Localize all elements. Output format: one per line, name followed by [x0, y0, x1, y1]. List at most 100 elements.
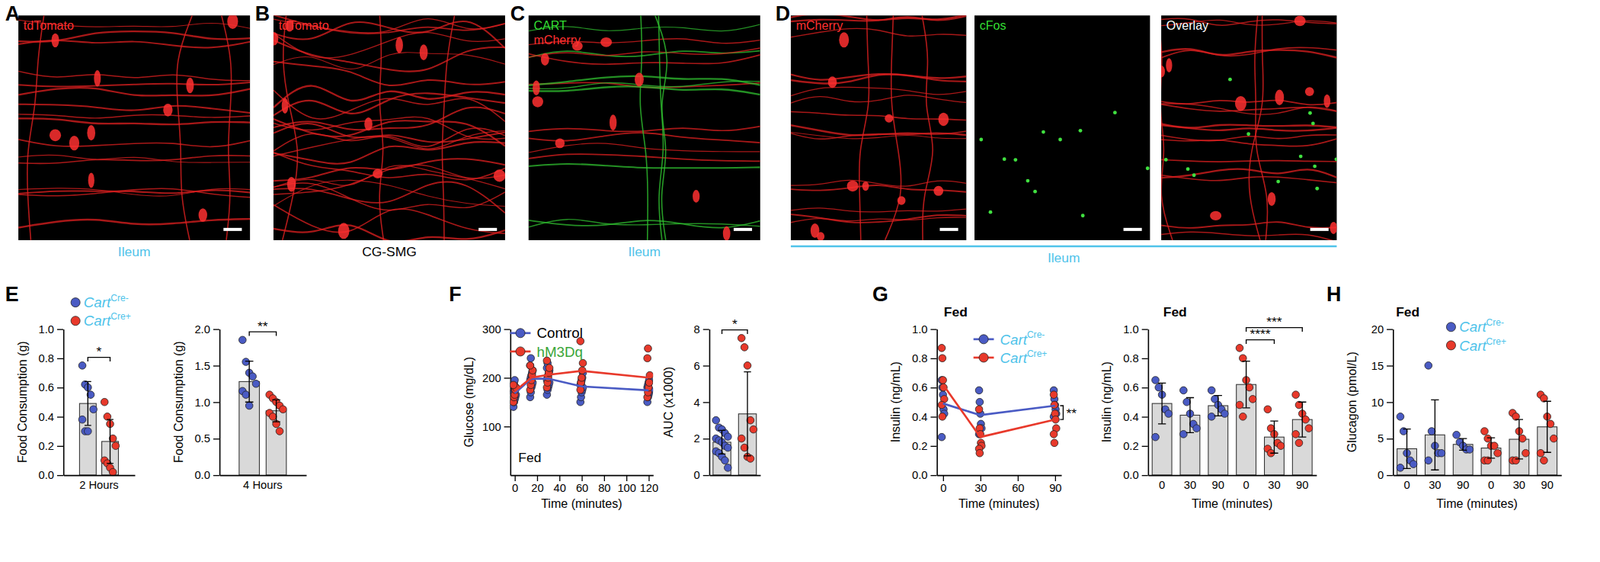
nucleus — [1186, 166, 1191, 171]
legend-label: hM3Dq — [536, 343, 583, 360]
tick: 1.0 — [1123, 323, 1149, 336]
fiber — [790, 132, 967, 139]
fiber — [18, 87, 250, 96]
data-point — [937, 344, 946, 352]
tick: 90 — [1456, 474, 1469, 491]
error-cap — [245, 401, 254, 403]
cell — [69, 135, 80, 151]
data-point — [1152, 376, 1160, 384]
axis: 0.00.20.40.60.81.0 — [912, 323, 938, 482]
channel-label: tdTomato — [23, 18, 74, 32]
data-point — [975, 405, 983, 413]
fiber — [441, 15, 455, 240]
fiber — [885, 15, 902, 240]
tick-label: 0 — [694, 468, 701, 481]
cell — [1294, 16, 1306, 27]
tick: 0.0 — [912, 468, 938, 481]
data-point — [1409, 460, 1418, 468]
cell — [198, 208, 208, 221]
legend: CartCre-CartCre+ — [973, 329, 1048, 366]
chart-title: Fed — [1395, 304, 1420, 320]
axis: 020406080100120 — [510, 474, 659, 495]
data-point — [1238, 412, 1247, 421]
error-cap — [743, 371, 751, 372]
data-point — [644, 344, 653, 352]
error-line — [1217, 395, 1219, 416]
plot-area — [937, 344, 1060, 458]
tick-label: 100 — [482, 420, 502, 433]
tick-label: 60 — [1011, 481, 1024, 494]
fiber — [273, 32, 506, 59]
error-line — [721, 429, 723, 454]
error-cap — [1186, 432, 1194, 433]
tick: 40 — [553, 474, 567, 495]
chart-title: Fed — [1163, 304, 1188, 320]
plot-area — [1396, 361, 1558, 475]
tick-label: 0 — [1158, 478, 1165, 491]
axis-line — [1148, 329, 1150, 476]
error-cap — [1214, 394, 1223, 396]
tick: 1.0 — [194, 396, 220, 409]
tick-label: 0 — [1377, 468, 1384, 481]
tick: 20 — [1371, 323, 1393, 336]
axis — [709, 473, 761, 476]
channel-label: cFos — [979, 18, 1007, 32]
axis-title: Time (minutes) — [958, 496, 1040, 510]
image-panel: DmCherrycFosOverlayIleum — [775, 2, 1338, 266]
error-cap — [1270, 452, 1278, 454]
cell — [287, 176, 296, 192]
legend-label: CartCre- — [1459, 316, 1504, 335]
legend-marker — [1446, 322, 1456, 332]
error-bar — [1186, 396, 1194, 432]
nucleus — [1164, 157, 1168, 162]
tick-label: 20 — [1371, 323, 1384, 336]
tick-mark — [703, 328, 710, 330]
series-line — [943, 384, 1056, 437]
data-point — [245, 401, 253, 410]
image-background — [1161, 15, 1337, 240]
legend-label: CartCre- — [83, 292, 129, 311]
tick-label: 8 — [694, 323, 701, 336]
nucleus — [1113, 110, 1117, 115]
axis: 2 Hours — [64, 474, 136, 491]
data-point — [1481, 427, 1489, 436]
data-point — [975, 386, 983, 394]
tick-label: 0.4 — [912, 410, 928, 423]
chart-title: Fed — [944, 304, 968, 320]
fiber — [18, 188, 250, 198]
data-point — [1264, 405, 1272, 413]
cell — [395, 37, 404, 54]
tick-label: 0.0 — [38, 468, 55, 481]
tick-label: 30 — [1267, 478, 1280, 491]
data-point — [1180, 430, 1188, 439]
legend: ControlhM3Dq — [510, 325, 583, 360]
data-point — [1155, 383, 1163, 391]
tick-mark — [1142, 416, 1149, 417]
data-point — [740, 343, 749, 352]
fiber — [379, 15, 384, 240]
error-bar — [1402, 428, 1411, 469]
tick-label: 0.4 — [38, 410, 55, 423]
fiber — [273, 86, 506, 108]
data-point — [268, 412, 277, 421]
cell — [600, 37, 612, 48]
chart: G0.00.20.40.60.81.0Insulin (ng/mL)Time (… — [872, 282, 1077, 510]
channel-label: tdTomato — [278, 18, 330, 32]
cell — [723, 226, 731, 240]
error-bar — [718, 429, 726, 454]
plot-area — [510, 337, 654, 411]
fiber — [790, 86, 967, 96]
error-line — [87, 380, 89, 425]
series-line — [515, 378, 650, 394]
fiber — [790, 179, 967, 186]
cell — [828, 76, 838, 88]
tick-mark — [559, 474, 560, 481]
fiber — [273, 128, 506, 151]
fiber — [1161, 48, 1337, 58]
tick-mark — [930, 474, 937, 476]
data-point — [112, 441, 120, 450]
tick-mark — [930, 387, 937, 388]
data-point — [100, 397, 109, 406]
image-background — [974, 15, 1150, 240]
legend-label: CartCre+ — [83, 310, 132, 329]
